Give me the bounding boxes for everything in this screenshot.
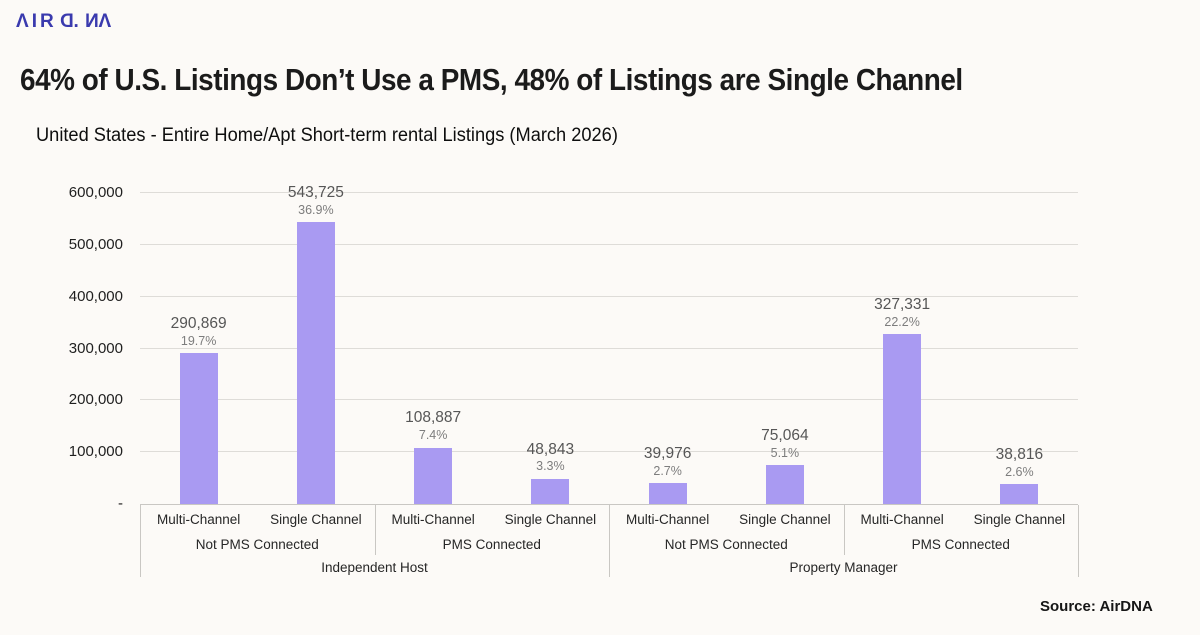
logo-letter: Λ — [16, 11, 32, 32]
bar-percent: 7.4% — [418, 428, 448, 443]
axis-divider-line — [843, 505, 845, 555]
page-title: 64% of U.S. Listings Don’t Use a PMS, 48… — [20, 62, 963, 97]
bar-value: 48,843 — [526, 440, 575, 458]
x-axis-category-labels: Multi-Channel Single Channel Multi-Channel… — [140, 504, 1079, 579]
y-tick-label: 200,000 — [68, 391, 123, 409]
channel-label: Single Channel — [270, 511, 362, 527]
axis-divider-line — [1078, 505, 1079, 577]
host-type-label: Property Manager — [789, 559, 898, 575]
bar — [765, 465, 804, 504]
bar-value: 75,064 — [761, 426, 809, 444]
bar-value-label: 38,816 2.6% — [954, 446, 1084, 479]
logo-letter: R — [39, 11, 57, 32]
bar — [531, 478, 570, 504]
bar-percent: 36.9% — [298, 202, 334, 217]
y-tick-label: 300,000 — [68, 339, 123, 357]
bar — [648, 483, 687, 504]
gridline — [140, 295, 1078, 297]
pms-group-label: Not PMS Connected — [664, 536, 788, 552]
bar-value-label: 39,976 2.7% — [603, 445, 733, 478]
y-tick-label: - — [118, 495, 123, 512]
bar-percent: 5.1% — [770, 445, 800, 460]
bar-value-label: 48,843 3.3% — [485, 441, 615, 474]
axis-divider-line — [374, 505, 376, 555]
bar-value: 108,887 — [405, 409, 462, 427]
pms-group-label: PMS Connected — [911, 536, 1010, 552]
bar-value: 543,725 — [287, 183, 344, 201]
channel-label: Single Channel — [739, 511, 831, 527]
bar — [179, 353, 218, 504]
channel-label: Multi-Channel — [156, 511, 241, 527]
bar — [414, 447, 453, 504]
y-axis-tick-labels: - 100,000 200,000 300,000 400,000 500,000 600,… — [0, 184, 123, 512]
gridline — [140, 347, 1078, 349]
host-type-label: Independent Host — [321, 559, 428, 575]
pms-group-label: Not PMS Connected — [195, 536, 319, 552]
logo-letter: D — [56, 11, 74, 32]
bar-percent: 3.3% — [536, 459, 565, 474]
bar — [883, 334, 922, 504]
bar — [296, 222, 335, 504]
channel-label: Multi-Channel — [860, 511, 944, 527]
gridline — [140, 243, 1078, 245]
bar-percent: 19.7% — [180, 333, 217, 348]
gridline — [140, 451, 1078, 453]
logo-letter: Λ — [98, 11, 115, 32]
logo-letter: . — [73, 11, 82, 32]
bar-percent: 2.6% — [1005, 464, 1034, 479]
channel-label: Multi-Channel — [625, 511, 710, 527]
y-tick-label: 400,000 — [68, 287, 123, 305]
logo-letter: N — [81, 11, 99, 32]
channel-label: Multi-Channel — [391, 511, 475, 527]
bar-value-label: 75,064 5.1% — [720, 427, 850, 460]
gridline — [140, 192, 1078, 193]
y-tick-label: 600,000 — [68, 184, 123, 201]
bar-percent: 2.7% — [653, 463, 682, 478]
bar-value-label: 327,331 22.2% — [837, 296, 967, 329]
channel-label: Single Channel — [504, 511, 597, 527]
bar-value-label: 543,725 36.9% — [251, 184, 381, 217]
pms-group-label: PMS Connected — [442, 536, 541, 552]
y-tick-label: 100,000 — [68, 443, 123, 461]
airdna-logo: ΛIRD.NΛ — [16, 11, 114, 33]
axis-divider-line — [609, 505, 610, 577]
bar-value-label: 108,887 7.4% — [368, 409, 498, 442]
y-tick-label: 500,000 — [68, 235, 123, 253]
bar-value-label: 290,869 19.7% — [134, 315, 264, 348]
gridline — [140, 399, 1078, 401]
channel-label: Single Channel — [973, 511, 1066, 527]
chart-subtitle: United States - Entire Home/Apt Short-te… — [36, 125, 618, 146]
source-text: Source: AirDNA — [1040, 598, 1153, 615]
bar-value: 290,869 — [170, 315, 227, 333]
bar — [1000, 483, 1039, 504]
bar-value: 327,331 — [874, 296, 931, 314]
bar-chart-plot-area: 290,869 19.7% 543,725 36.9% 108,887 7.4% 48,84… — [140, 184, 1078, 504]
logo-letter: I — [31, 11, 40, 32]
bar-percent: 22.2% — [884, 314, 920, 329]
bar-value: 38,816 — [995, 445, 1044, 463]
bar-value: 39,976 — [643, 445, 692, 463]
axis-divider-line — [140, 505, 141, 577]
